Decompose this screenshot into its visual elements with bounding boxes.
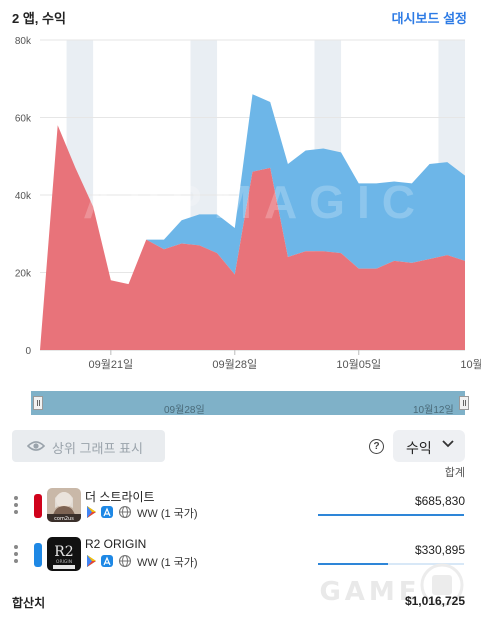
revenue-share-bar	[318, 514, 464, 516]
google-play-icon	[87, 506, 96, 518]
app-revenue-value: $685,830	[414, 494, 465, 508]
x-tick-label: 10월05일	[336, 357, 381, 371]
x-axis: 09월21일 09월28일 10월05일 10월12일	[88, 350, 481, 371]
drag-handle-icon[interactable]	[14, 545, 18, 566]
total-row: 합산치 $1,016,725	[12, 594, 465, 612]
watermark: APPMAGIC	[83, 176, 427, 228]
y-axis: 0 20k 40k 60k 80k	[15, 36, 32, 357]
navigator-left-handle[interactable]	[33, 396, 43, 410]
area-series-1	[40, 94, 465, 350]
app-name[interactable]: 더 스트라이트	[85, 490, 155, 504]
app-country: WW (1 국가)	[137, 508, 198, 520]
app-icon[interactable]: R2 ORIGIN	[47, 537, 81, 571]
drag-handle-icon[interactable]	[14, 496, 18, 517]
dashboard-settings-link[interactable]: 대시보드 설정	[391, 11, 467, 26]
svg-text:ORIGIN: ORIGIN	[56, 559, 72, 565]
header: 2 앱, 수익 대시보드 설정	[12, 8, 467, 26]
total-label: 합산치	[12, 596, 46, 610]
app-revenue-value: $330,895	[414, 543, 465, 557]
series-color-swatch[interactable]	[34, 494, 42, 518]
navigator-label-start: 09월28일	[164, 405, 205, 416]
y-tick-label: 20k	[15, 269, 32, 280]
svg-text:R2: R2	[54, 544, 73, 560]
series-color-swatch[interactable]	[34, 543, 42, 567]
page-title: 2 앱, 수익	[12, 11, 66, 26]
total-value: $1,016,725	[404, 594, 465, 608]
metric-select[interactable]: 수익	[393, 430, 465, 462]
revenue-chart: 0 20k 40k 60k 80k 09월21일 09월28일 10월05일 10월12일 A…	[15, 36, 481, 371]
game-logo-watermark: GAME	[320, 563, 464, 607]
y-tick-label: 60k	[15, 114, 32, 125]
navigator-right-handle[interactable]	[459, 396, 469, 410]
navigator-label-end: 10월12일	[413, 405, 454, 416]
app-row[interactable]: R2 ORIGIN R2 ORIGIN WW (1 국가) $330,895	[0, 537, 481, 577]
platform-icons	[87, 505, 132, 519]
y-tick-label: 0	[25, 346, 31, 357]
x-tick-label: 09월28일	[212, 357, 257, 371]
y-tick-label: 40k	[15, 191, 32, 202]
navigator-track[interactable]	[31, 391, 465, 415]
app-country: WW (1 국가)	[137, 557, 198, 569]
app-name[interactable]: R2 ORIGIN	[85, 537, 147, 551]
globe-icon	[118, 554, 132, 568]
show-top-graph-button[interactable]: 상위 그래프 표시	[12, 430, 165, 462]
app-store-icon	[101, 506, 113, 518]
area-series-0	[40, 125, 465, 350]
x-tick-label: 09월21일	[88, 357, 133, 371]
x-tick-label: 10월12일	[460, 357, 481, 371]
app-row[interactable]: com2us 더 스트라이트 WW (1 국가) $685,830	[0, 488, 481, 528]
globe-icon	[118, 505, 132, 519]
svg-text:com2us: com2us	[54, 516, 74, 522]
show-top-graph-label: 상위 그래프 표시	[52, 441, 143, 456]
help-icon[interactable]: ?	[369, 439, 384, 454]
svg-text:GAME: GAME	[320, 577, 421, 607]
chart-areas	[40, 94, 465, 350]
app-store-icon	[101, 555, 113, 567]
platform-icons	[87, 554, 132, 568]
app-icon[interactable]: com2us	[47, 488, 81, 522]
range-navigator[interactable]: 09월28일 10월12일	[31, 391, 469, 416]
y-tick-label: 80k	[15, 36, 32, 47]
chevron-down-icon	[442, 440, 454, 448]
sum-column-header: 합계	[444, 467, 465, 479]
metric-select-value: 수익	[406, 440, 432, 456]
revenue-share-bar	[318, 563, 464, 565]
eye-icon	[27, 441, 45, 451]
google-play-icon	[87, 555, 96, 567]
